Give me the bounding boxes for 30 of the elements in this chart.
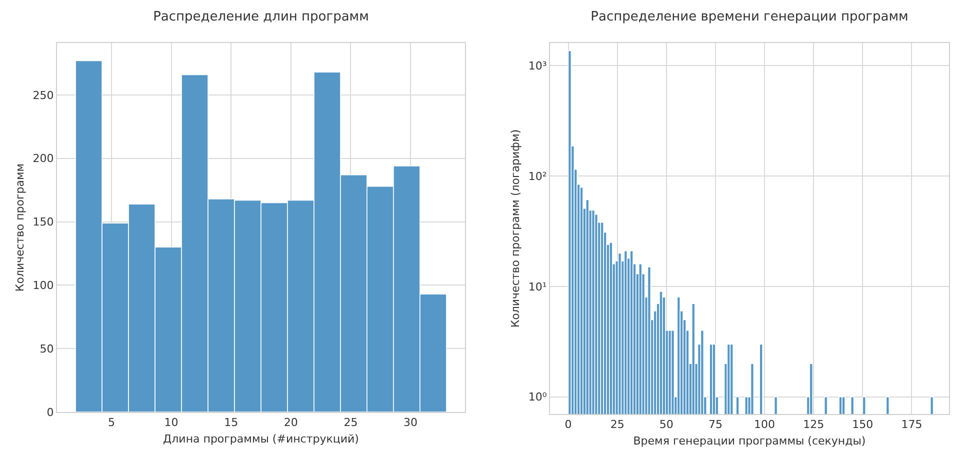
x-tick-label: 30: [404, 416, 418, 430]
x-tick-label: 25: [610, 418, 624, 432]
x-tick-label: 25: [344, 416, 358, 430]
x-tick-label: 5: [108, 416, 115, 430]
x-tick-label: 100: [754, 418, 776, 432]
y-tick-label: 250: [32, 88, 54, 102]
y-tick-label: 10²: [528, 170, 547, 183]
chart-title: Распределение длин программ: [153, 9, 369, 24]
x-tick-label: 0: [564, 418, 572, 432]
y-axis-title: Количество программ: [13, 163, 26, 292]
x-tick-label: 175: [901, 418, 922, 432]
x-tick-label: 20: [284, 416, 298, 430]
y-tick-label: 10¹: [528, 280, 547, 294]
x-tick-label: 75: [708, 418, 722, 432]
y-tick-label: 150: [32, 216, 54, 229]
x-axis-title: Длина программы (#инструкций): [163, 432, 359, 446]
x-tick-label: 50: [659, 418, 674, 432]
x-tick-label: 15: [224, 416, 238, 430]
y-tick-label: 10⁰: [528, 390, 548, 404]
x-tick-label: 150: [852, 418, 874, 432]
x-tick-label: 125: [803, 418, 824, 432]
y-tick-label: 100: [32, 279, 54, 292]
y-axis-title: Количество программ (логарифм): [509, 129, 522, 328]
y-tick-label: 0: [46, 406, 54, 419]
y-tick-label: 200: [32, 152, 54, 166]
y-tick-label: 10³: [528, 59, 547, 72]
y-tick-label: 50: [40, 342, 54, 356]
x-tick-label: 10: [164, 416, 178, 430]
chart-title: Распределение времени генерации программ: [590, 9, 908, 24]
x-axis-title: Время генерации программы (секунды): [633, 434, 866, 448]
